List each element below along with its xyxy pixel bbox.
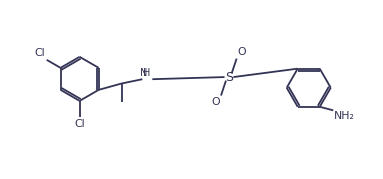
Text: Cl: Cl — [34, 48, 45, 58]
Text: H: H — [143, 68, 150, 78]
Text: S: S — [225, 71, 233, 84]
Text: NH₂: NH₂ — [334, 111, 355, 121]
Text: Cl: Cl — [74, 119, 85, 129]
Text: O: O — [237, 47, 246, 57]
Text: N: N — [140, 68, 147, 78]
Text: O: O — [212, 97, 220, 107]
